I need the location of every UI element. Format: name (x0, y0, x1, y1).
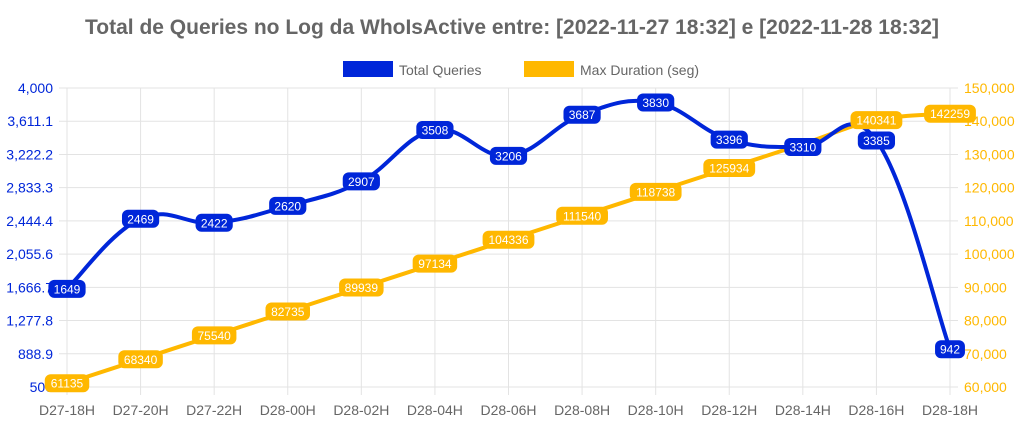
data-point (44, 374, 90, 393)
left-axis-tick: 2,833.3 (6, 180, 53, 196)
x-axis-tick: D28-12H (701, 402, 757, 418)
data-point (482, 230, 535, 249)
data-label: 142259 (930, 107, 970, 121)
data-point (118, 350, 163, 369)
data-label: 3385 (863, 134, 890, 148)
data-point (48, 279, 86, 298)
x-axis-tick: D27-22H (186, 402, 242, 418)
data-point (416, 121, 454, 140)
data-label: 89939 (345, 281, 379, 295)
data-point (563, 105, 601, 124)
right-axis-tick: 140,000 (964, 113, 1015, 129)
x-axis-tick: D28-10H (628, 402, 684, 418)
x-axis-tick: D28-18H (922, 402, 978, 418)
legend: Total Queries Max Duration (seg) (343, 61, 699, 78)
left-axis-tick: 4,000 (18, 80, 53, 96)
data-point (412, 254, 458, 273)
data-label: 2469 (127, 212, 154, 226)
data-point (269, 196, 307, 215)
left-axis-tick: 1,666.7 (6, 279, 53, 295)
data-label: 3206 (495, 149, 522, 163)
data-point (339, 278, 384, 297)
data-point (121, 209, 160, 228)
data-label: 2422 (201, 216, 228, 230)
data-point (935, 340, 965, 359)
data-point (857, 131, 896, 150)
left-axis-tick: 3,222.2 (6, 146, 53, 162)
right-axis-tick: 130,000 (964, 146, 1015, 162)
data-label: 111540 (563, 209, 602, 223)
x-axis-tick: D28-00H (260, 402, 316, 418)
right-axis-tick: 110,000 (964, 213, 1014, 229)
x-axis-tick: D28-02H (333, 402, 389, 418)
data-point (556, 206, 608, 225)
data-label: 942 (940, 343, 960, 357)
right-axis-tick: 90,000 (964, 279, 1007, 295)
x-axis-tick: D27-20H (113, 402, 169, 418)
data-point (489, 146, 528, 165)
data-label: 3830 (642, 96, 669, 110)
data-label: 3687 (569, 108, 596, 122)
right-axis-tick: 100,000 (964, 246, 1015, 262)
right-axis-tick: 120,000 (964, 180, 1015, 196)
data-label: 75540 (197, 329, 231, 343)
data-label: 104336 (488, 233, 528, 247)
data-point (924, 104, 976, 123)
data-label: 61135 (51, 377, 84, 391)
legend-swatch-max-duration[interactable] (524, 61, 574, 77)
data-point (784, 137, 822, 156)
data-label: 82735 (271, 305, 305, 319)
right-axis-tick: 70,000 (964, 346, 1007, 362)
legend-label-max-duration[interactable]: Max Duration (seg) (580, 62, 699, 78)
data-label: 1649 (54, 282, 81, 296)
x-axis-tick: D28-06H (480, 402, 536, 418)
data-label: 3310 (789, 140, 816, 154)
right-axis-tick: 80,000 (964, 313, 1007, 329)
chart-title: Total de Queries no Log da WhoIsActive e… (85, 16, 939, 39)
data-point (637, 93, 675, 112)
right-axis-tick: 150,000 (964, 80, 1015, 96)
data-point (195, 213, 233, 232)
data-label: 97134 (418, 257, 452, 271)
x-axis-tick: D28-04H (407, 402, 463, 418)
data-label: 118738 (636, 185, 675, 199)
data-point (703, 158, 756, 177)
left-axis-tick: 2,055.6 (6, 246, 53, 262)
right-axis-tick: 60,000 (964, 379, 1007, 395)
data-label: 3508 (422, 124, 449, 138)
data-label: 68340 (124, 353, 158, 367)
data-point (191, 326, 237, 345)
data-label: 125934 (709, 161, 749, 175)
data-point (265, 302, 310, 321)
left-axis-tick: 2,444.4 (6, 213, 53, 229)
left-axis-tick: 1,277.8 (6, 313, 53, 329)
x-axis-tick: D27-18H (39, 402, 95, 418)
data-point (342, 172, 380, 191)
left-axis-tick: 3,611.1 (7, 113, 53, 129)
legend-label-total-queries[interactable]: Total Queries (399, 62, 481, 78)
legend-swatch-total-queries[interactable] (343, 61, 393, 77)
x-axis-tick: D28-08H (554, 402, 610, 418)
data-label: 140341 (856, 114, 896, 128)
x-axis-tick: D28-14H (775, 402, 831, 418)
data-label: 2907 (348, 175, 375, 189)
x-axis-tick: D28-16H (848, 402, 904, 418)
data-label: 2620 (274, 199, 301, 213)
left-axis-tick: 888.9 (18, 346, 53, 362)
data-point (850, 111, 903, 130)
data-label: 3396 (716, 133, 743, 147)
data-point (629, 182, 682, 201)
data-point (710, 130, 748, 149)
